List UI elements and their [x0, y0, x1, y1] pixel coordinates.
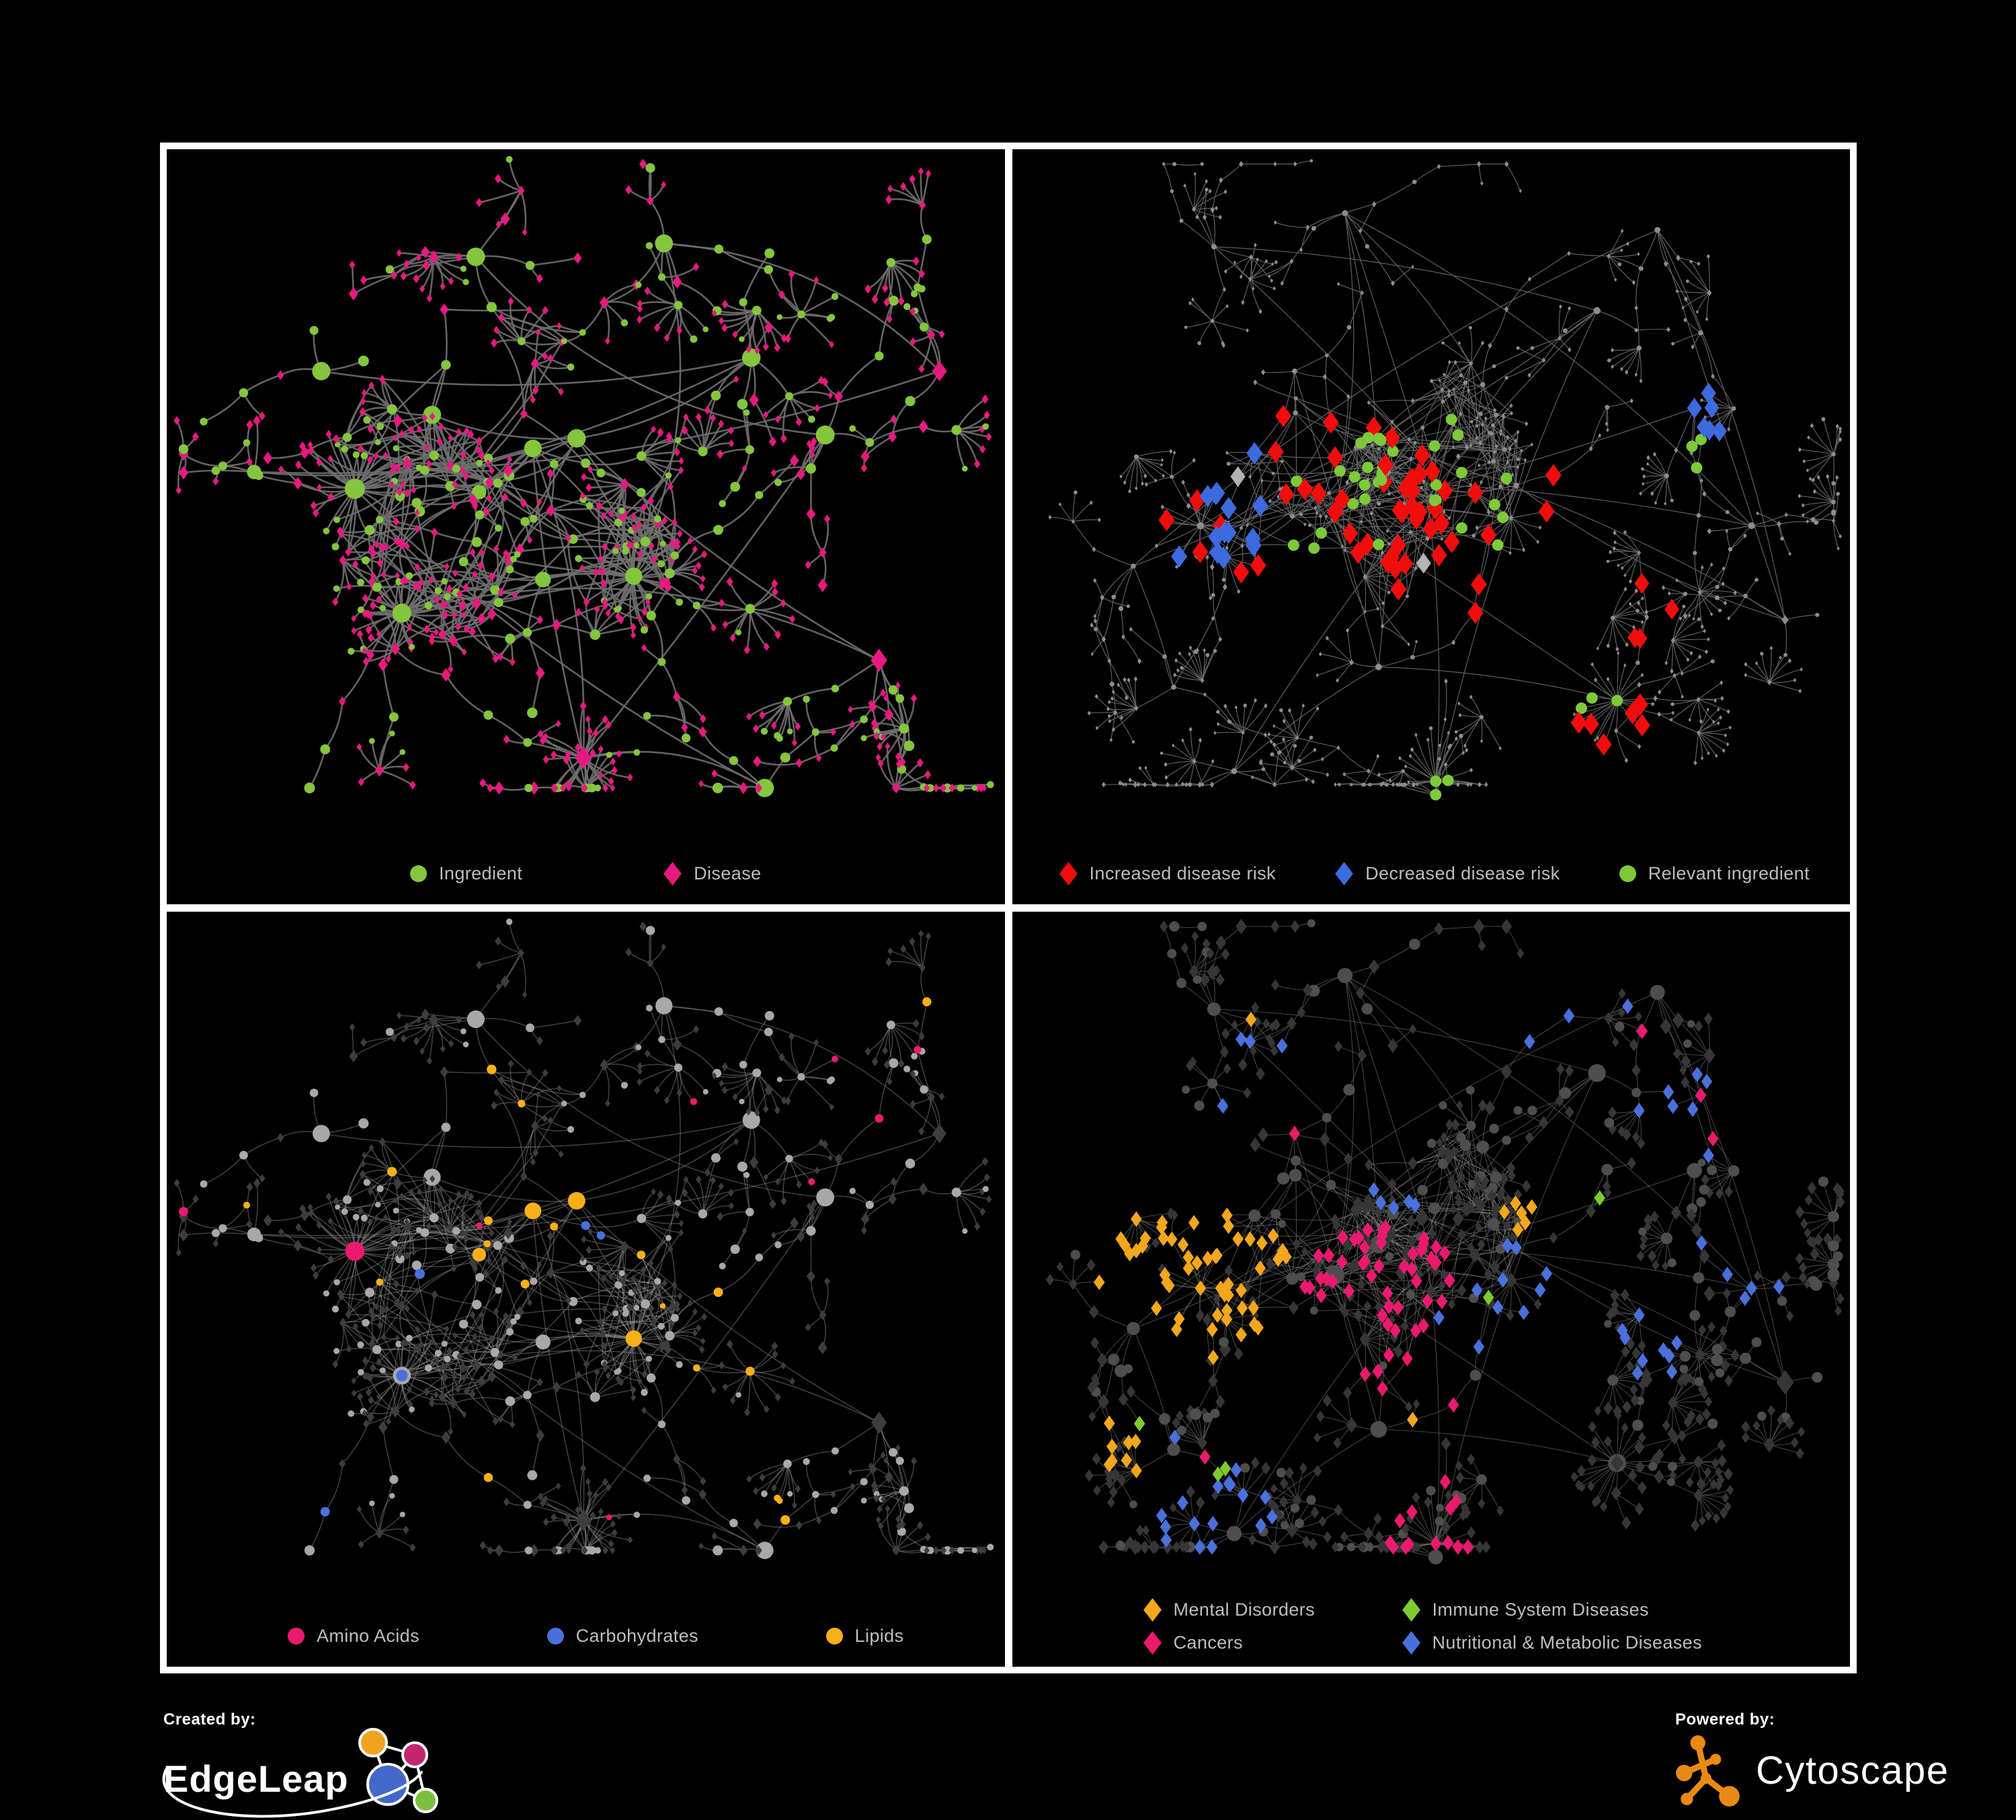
legend-label: Mental Disorders: [1173, 1599, 1315, 1620]
diamond-swatch-icon: [1335, 862, 1354, 885]
legend-item: Mental Disorders: [1143, 1598, 1402, 1622]
panel-ingredient-disease: Ingredient Disease: [167, 149, 1005, 904]
edgeleap-brand-text: EdgeLeap: [163, 1757, 349, 1800]
legend-item: Increased disease risk: [1059, 862, 1276, 885]
legend-item: Amino Acids: [288, 1626, 419, 1647]
circle-swatch-icon: [1619, 865, 1636, 882]
panel-grid: Ingredient Disease Increased disease risk…: [160, 143, 1857, 1673]
edgeleap-logo-icon: [358, 1728, 438, 1813]
panel-disease-risk: Increased disease risk Decreased disease …: [1012, 149, 1851, 904]
circle-swatch-icon: [825, 1628, 843, 1645]
legend-label: Ingredient: [439, 863, 523, 883]
powered-by-caption: Powered by:: [1675, 1710, 1775, 1729]
legend-item: Nutritional & Metabolic Diseases: [1402, 1631, 1702, 1655]
diamond-swatch-icon: [1402, 1631, 1420, 1655]
legend-label: Lipids: [854, 1626, 904, 1646]
ingredient-disease-legend: Ingredient Disease: [167, 862, 1005, 885]
panel-disease-categories: Mental Disorders Immune System Diseases Ca…: [1012, 912, 1851, 1667]
diamond-swatch-icon: [1143, 1631, 1162, 1655]
legend-item: Relevant ingredient: [1619, 863, 1810, 884]
disease-risk-legend: Increased disease risk Decreased disease …: [1012, 862, 1851, 885]
legend-label: Amino Acids: [317, 1626, 419, 1646]
diamond-swatch-icon: [1059, 862, 1078, 885]
circle-swatch-icon: [547, 1628, 564, 1645]
disease-categories-network-graph: [1045, 918, 1845, 1565]
legend-item: Lipids: [825, 1626, 904, 1647]
legend-label: Carbohydrates: [575, 1626, 698, 1646]
diamond-swatch-icon: [1402, 1598, 1420, 1622]
legend-label: Relevant ingredient: [1648, 863, 1810, 883]
cytoscape-credit: Powered by: Cytoscape: [1675, 1710, 1958, 1818]
cytoscape-logo-icon: [1676, 1735, 1740, 1807]
legend-label: Nutritional & Metabolic Diseases: [1432, 1632, 1702, 1653]
circle-swatch-icon: [288, 1628, 305, 1645]
circle-swatch-icon: [410, 865, 428, 882]
legend-label: Decreased disease risk: [1365, 863, 1560, 883]
legend-item: Cancers: [1143, 1631, 1402, 1655]
edgeleap-credit: Created by: EdgeLeap: [162, 1710, 486, 1818]
panel-nutrient-categories: Amino Acids Carbohydrates Lipids: [167, 912, 1005, 1667]
legend-item: Disease: [663, 862, 762, 885]
nutrient-categories-network-graph: [173, 918, 994, 1559]
legend-label: Cancers: [1173, 1632, 1243, 1653]
legend-label: Increased disease risk: [1089, 863, 1276, 883]
cytoscape-brand-text: Cytoscape: [1756, 1749, 1949, 1792]
ingredient-disease-network-graph: [173, 156, 994, 797]
legend-label: Disease: [694, 863, 762, 883]
legend-item: Carbohydrates: [547, 1626, 698, 1647]
disease-categories-legend: Mental Disorders Immune System Diseases Ca…: [1012, 1598, 1851, 1655]
created-by-caption: Created by:: [163, 1710, 256, 1729]
diamond-swatch-icon: [1143, 1598, 1162, 1622]
legend-item: Immune System Diseases: [1402, 1598, 1702, 1622]
legend-label: Immune System Diseases: [1432, 1599, 1649, 1620]
disease-risk-network-graph: [1047, 159, 1842, 801]
diamond-swatch-icon: [663, 862, 682, 885]
nutrient-categories-legend: Amino Acids Carbohydrates Lipids: [167, 1626, 1005, 1647]
legend-item: Decreased disease risk: [1335, 862, 1560, 885]
legend-item: Ingredient: [410, 863, 522, 884]
